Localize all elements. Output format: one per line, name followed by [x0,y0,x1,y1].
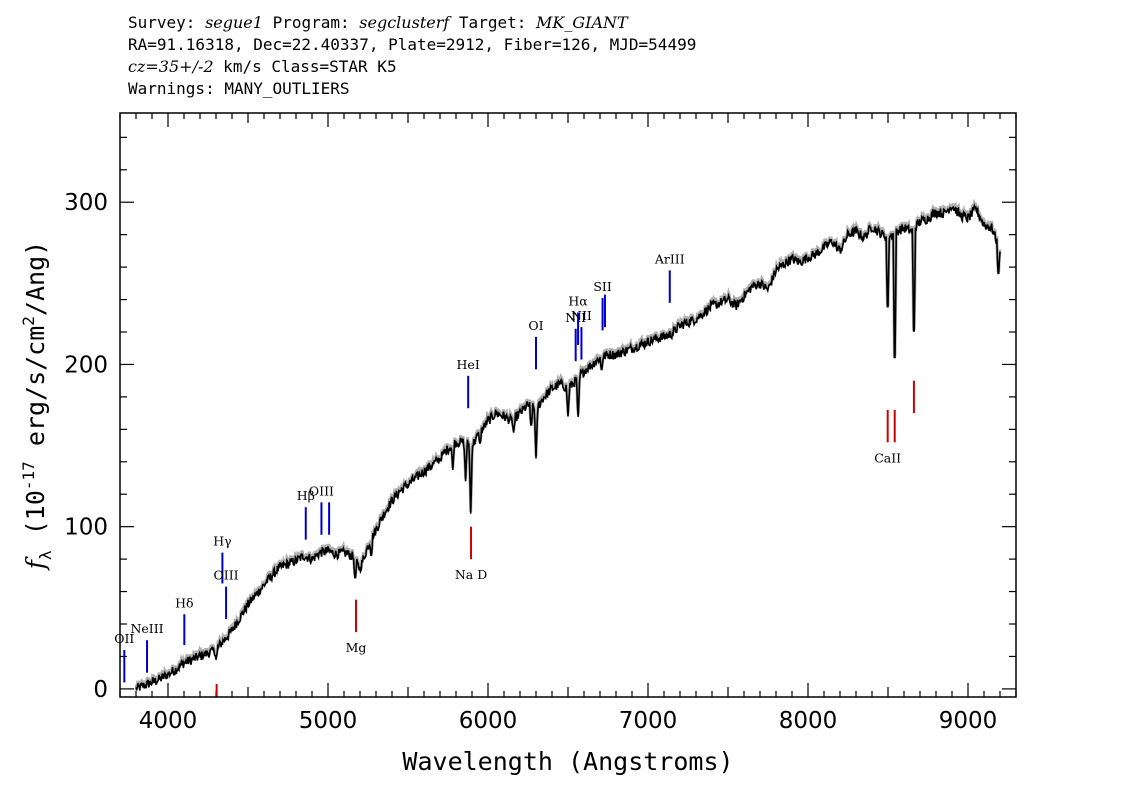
emission-line-marker-label: NII [571,308,592,323]
header-row-survey: Survey: segue1 Program: segclusterf Targ… [128,12,696,34]
survey-value: segue1 [205,13,263,32]
spectral-line-markers: OIINeIIIHδHγOIIIHβOIIIHeIOINIIHαNIISIIAr… [114,251,915,697]
absorption-line-marker-label: Mg [346,640,367,655]
emission-line-marker-label: NII [565,310,586,325]
spectrum-error-band [134,198,1002,689]
emission-line-marker-label: HeI [457,357,480,372]
emission-line-marker-label: Hγ [213,534,231,549]
x-tick-label: 5000 [299,708,358,734]
target-label: Target: [458,13,527,32]
x-tick-label: 6000 [459,708,518,734]
absorption-line-marker-label: CaII [874,450,901,465]
emission-line-marker-label: Hβ [297,488,315,503]
program-value: segclusterf [359,13,450,32]
tick-labels: 4000 5000 6000 7000 8000 9000 0 100 200 300 [64,190,997,734]
survey-label: Survey: [128,13,196,32]
axis-ticks [119,113,1017,697]
spectrum-line [135,203,1001,691]
spectrum-header: Survey: segue1 Program: segclusterf Targ… [128,12,696,100]
target-value: MK_GIANT [536,13,628,32]
y-tick-label: 200 [64,352,108,378]
y-tick-label: 300 [64,190,108,216]
y-tick-label: 0 [93,677,108,703]
header-row-warnings: Warnings: MANY_OUTLIERS [128,79,350,98]
x-tick-label: 8000 [779,708,838,734]
emission-line-marker-label: OIII [214,568,239,583]
x-tick-label: 4000 [139,708,198,734]
emission-line-marker-label: OIII [309,483,334,498]
emission-line-marker-label: SII [593,279,612,294]
emission-line-marker-label: ArIII [654,251,685,266]
header-row-coordinates: RA=91.16318, Dec=22.40337, Plate=2912, F… [128,35,697,54]
cz-value: cz=35+/-2 [128,57,214,76]
x-tick-label: 9000 [939,708,998,734]
absorption-line-marker-label: Na D [455,567,487,582]
emission-line-marker-label: Hδ [175,595,193,610]
y-tick-label: 100 [64,515,108,541]
class-text: km/s Class=STAR K5 [213,57,397,76]
emission-line-marker-label: Hα [568,294,588,309]
x-tick-label: 7000 [619,708,678,734]
emission-line-marker-label: NeIII [130,621,163,636]
y-axis-title: fλ (10-17 erg/s/cm2/Ang) [19,241,55,571]
plot-frame [119,112,1017,698]
emission-line-marker-label: OI [528,318,543,333]
x-axis-title: Wavelength (Angstroms) [402,747,733,776]
program-label: Program: [272,13,350,32]
header-row-redshift: cz=35+/-2 km/s Class=STAR K5 [128,56,696,78]
